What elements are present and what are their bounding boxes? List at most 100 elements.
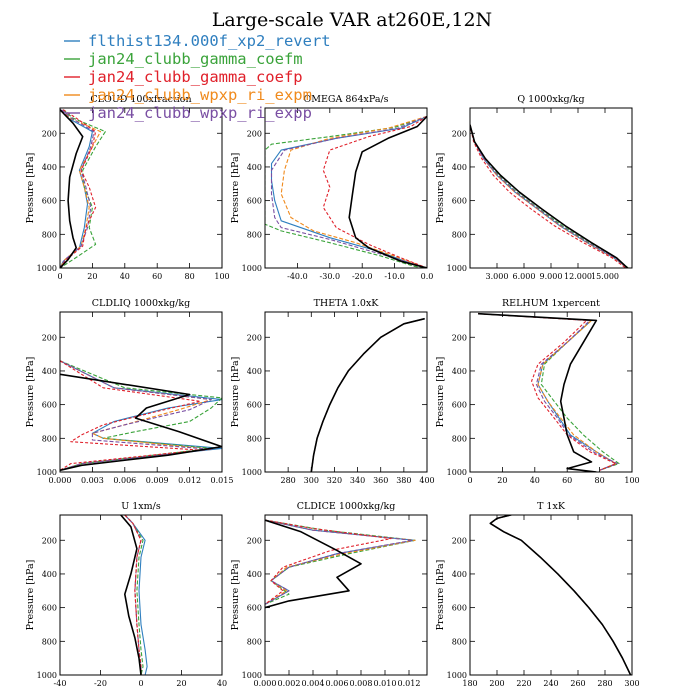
series-line-3 bbox=[322, 115, 427, 268]
legend-label: jan24_clubb_gamma_coefp bbox=[88, 68, 303, 86]
series-line-5 bbox=[265, 519, 414, 605]
series-line-6 bbox=[310, 317, 425, 472]
series-line-5 bbox=[470, 124, 628, 268]
panel-title: OMEGA 864xPa/s bbox=[303, 94, 388, 105]
x-tick-label: 0 bbox=[467, 476, 472, 485]
y-tick-label: 600 bbox=[247, 197, 262, 206]
x-tick-label: 0 bbox=[57, 272, 62, 281]
x-tick-label: 80 bbox=[185, 272, 195, 281]
series-line-6 bbox=[478, 312, 598, 472]
x-tick-label: 320 bbox=[327, 476, 342, 485]
y-tick-label: 200 bbox=[247, 129, 262, 138]
y-tick-label: 400 bbox=[247, 570, 262, 579]
legend-item: jan24_clubb_gamma_coefm bbox=[64, 50, 303, 68]
x-tick-label: 100 bbox=[214, 272, 229, 281]
series-group bbox=[120, 515, 148, 675]
x-tick-label: 0.0 bbox=[421, 272, 434, 281]
legend-label: jan24_clubb_wpxp_ri_expm bbox=[88, 86, 312, 104]
y-tick-label: 600 bbox=[42, 401, 57, 410]
panel-title: CLOUD 100xfraction bbox=[90, 94, 191, 105]
series-line-5 bbox=[60, 109, 95, 268]
x-tick-label: 0.015 bbox=[211, 476, 234, 485]
series-group bbox=[60, 360, 222, 472]
y-tick-label: 600 bbox=[452, 604, 467, 613]
y-tick-label: 200 bbox=[42, 536, 57, 545]
y-tick-label: 1000 bbox=[37, 468, 57, 477]
x-tick-label: 0.006 bbox=[326, 679, 349, 688]
plot-frame bbox=[59, 107, 223, 269]
x-tick-label: 0.009 bbox=[146, 476, 169, 485]
y-tick-label: 800 bbox=[452, 230, 467, 239]
plot-frame bbox=[469, 311, 633, 473]
y-tick-label: 800 bbox=[247, 637, 262, 646]
y-tick-label: 400 bbox=[452, 367, 467, 376]
series-line-2 bbox=[470, 124, 629, 268]
x-tick-label: 20 bbox=[176, 679, 186, 688]
x-tick-label: 340 bbox=[350, 476, 365, 485]
x-tick-label: 0.004 bbox=[302, 679, 325, 688]
y-tick-label: 800 bbox=[247, 434, 262, 443]
series-line-3 bbox=[489, 515, 632, 675]
y-tick-label: 1000 bbox=[447, 671, 467, 680]
y-tick-label: 600 bbox=[247, 401, 262, 410]
x-tick-label: 0.010 bbox=[374, 679, 397, 688]
x-tick-label: 180 bbox=[462, 679, 477, 688]
y-tick-label: 1000 bbox=[447, 264, 467, 273]
plot-frame bbox=[59, 311, 223, 473]
series-line-6 bbox=[348, 115, 427, 268]
series-line-3 bbox=[310, 318, 425, 472]
y-tick-label: 400 bbox=[42, 163, 57, 172]
series-line-3 bbox=[60, 360, 201, 471]
x-tick-label: 0.002 bbox=[278, 679, 301, 688]
legend-label: jan24_clubb_wpxp_ri_expp bbox=[88, 104, 312, 122]
series-group bbox=[265, 519, 416, 609]
x-tick-label: 100 bbox=[624, 476, 639, 485]
series-line-2 bbox=[310, 318, 425, 472]
x-tick-label: 0.012 bbox=[398, 679, 421, 688]
y-tick-label: 800 bbox=[42, 230, 57, 239]
y-tick-label: 1000 bbox=[242, 468, 262, 477]
series-line-3 bbox=[124, 515, 142, 675]
legend-label: flthist134.000f_xp2_revert bbox=[88, 32, 331, 50]
series-line-4 bbox=[489, 515, 632, 675]
series-group bbox=[478, 312, 620, 472]
x-tick-label: 400 bbox=[419, 476, 434, 485]
series-group bbox=[310, 317, 425, 472]
figure-title: Large-scale VAR at260E,12N bbox=[212, 9, 492, 31]
x-tick-label: 0.003 bbox=[81, 476, 104, 485]
legend-item: jan24_clubb_gamma_coefp bbox=[64, 68, 303, 86]
series-line-4 bbox=[470, 124, 628, 268]
series-line-3 bbox=[478, 313, 617, 471]
y-tick-label: 200 bbox=[452, 129, 467, 138]
series-group bbox=[489, 515, 632, 675]
panel-7: U 1xm/s Pressure [hPa] -40 -20 0 20 40 200 400 60… bbox=[25, 501, 227, 688]
series-line-2 bbox=[489, 515, 632, 675]
x-tick-label: -40 bbox=[54, 679, 67, 688]
x-tick-label: 12.000 bbox=[564, 272, 592, 281]
y-axis-label: Pressure [hPa] bbox=[435, 357, 446, 428]
x-tick-label: -40.0 bbox=[287, 272, 308, 281]
y-axis-label: Pressure [hPa] bbox=[25, 357, 36, 428]
series-line-6 bbox=[60, 373, 222, 472]
panel-5: THETA 1.0xK Pressure [hPa] 280 300 320 340 360… bbox=[230, 298, 435, 485]
x-tick-label: 280 bbox=[281, 476, 296, 485]
y-tick-label: 400 bbox=[452, 163, 467, 172]
y-tick-label: 600 bbox=[452, 401, 467, 410]
x-tick-label: 40 bbox=[530, 476, 540, 485]
x-tick-label: 220 bbox=[516, 679, 531, 688]
x-tick-label: 0 bbox=[138, 679, 143, 688]
y-tick-label: 200 bbox=[247, 536, 262, 545]
plot-frame bbox=[264, 514, 428, 676]
y-tick-label: 1000 bbox=[242, 264, 262, 273]
series-line-5 bbox=[60, 360, 212, 471]
legend: flthist134.000f_xp2_revertjan24_clubb_ga… bbox=[64, 32, 331, 122]
series-line-2 bbox=[60, 109, 106, 268]
plot-frame bbox=[264, 311, 428, 473]
panel-9: T 1xK Pressure [hPa] 180 200 220 240 260 280 300… bbox=[435, 501, 640, 688]
y-tick-label: 1000 bbox=[37, 671, 57, 680]
y-tick-label: 600 bbox=[42, 604, 57, 613]
y-tick-label: 800 bbox=[452, 434, 467, 443]
series-line-6 bbox=[60, 109, 84, 268]
